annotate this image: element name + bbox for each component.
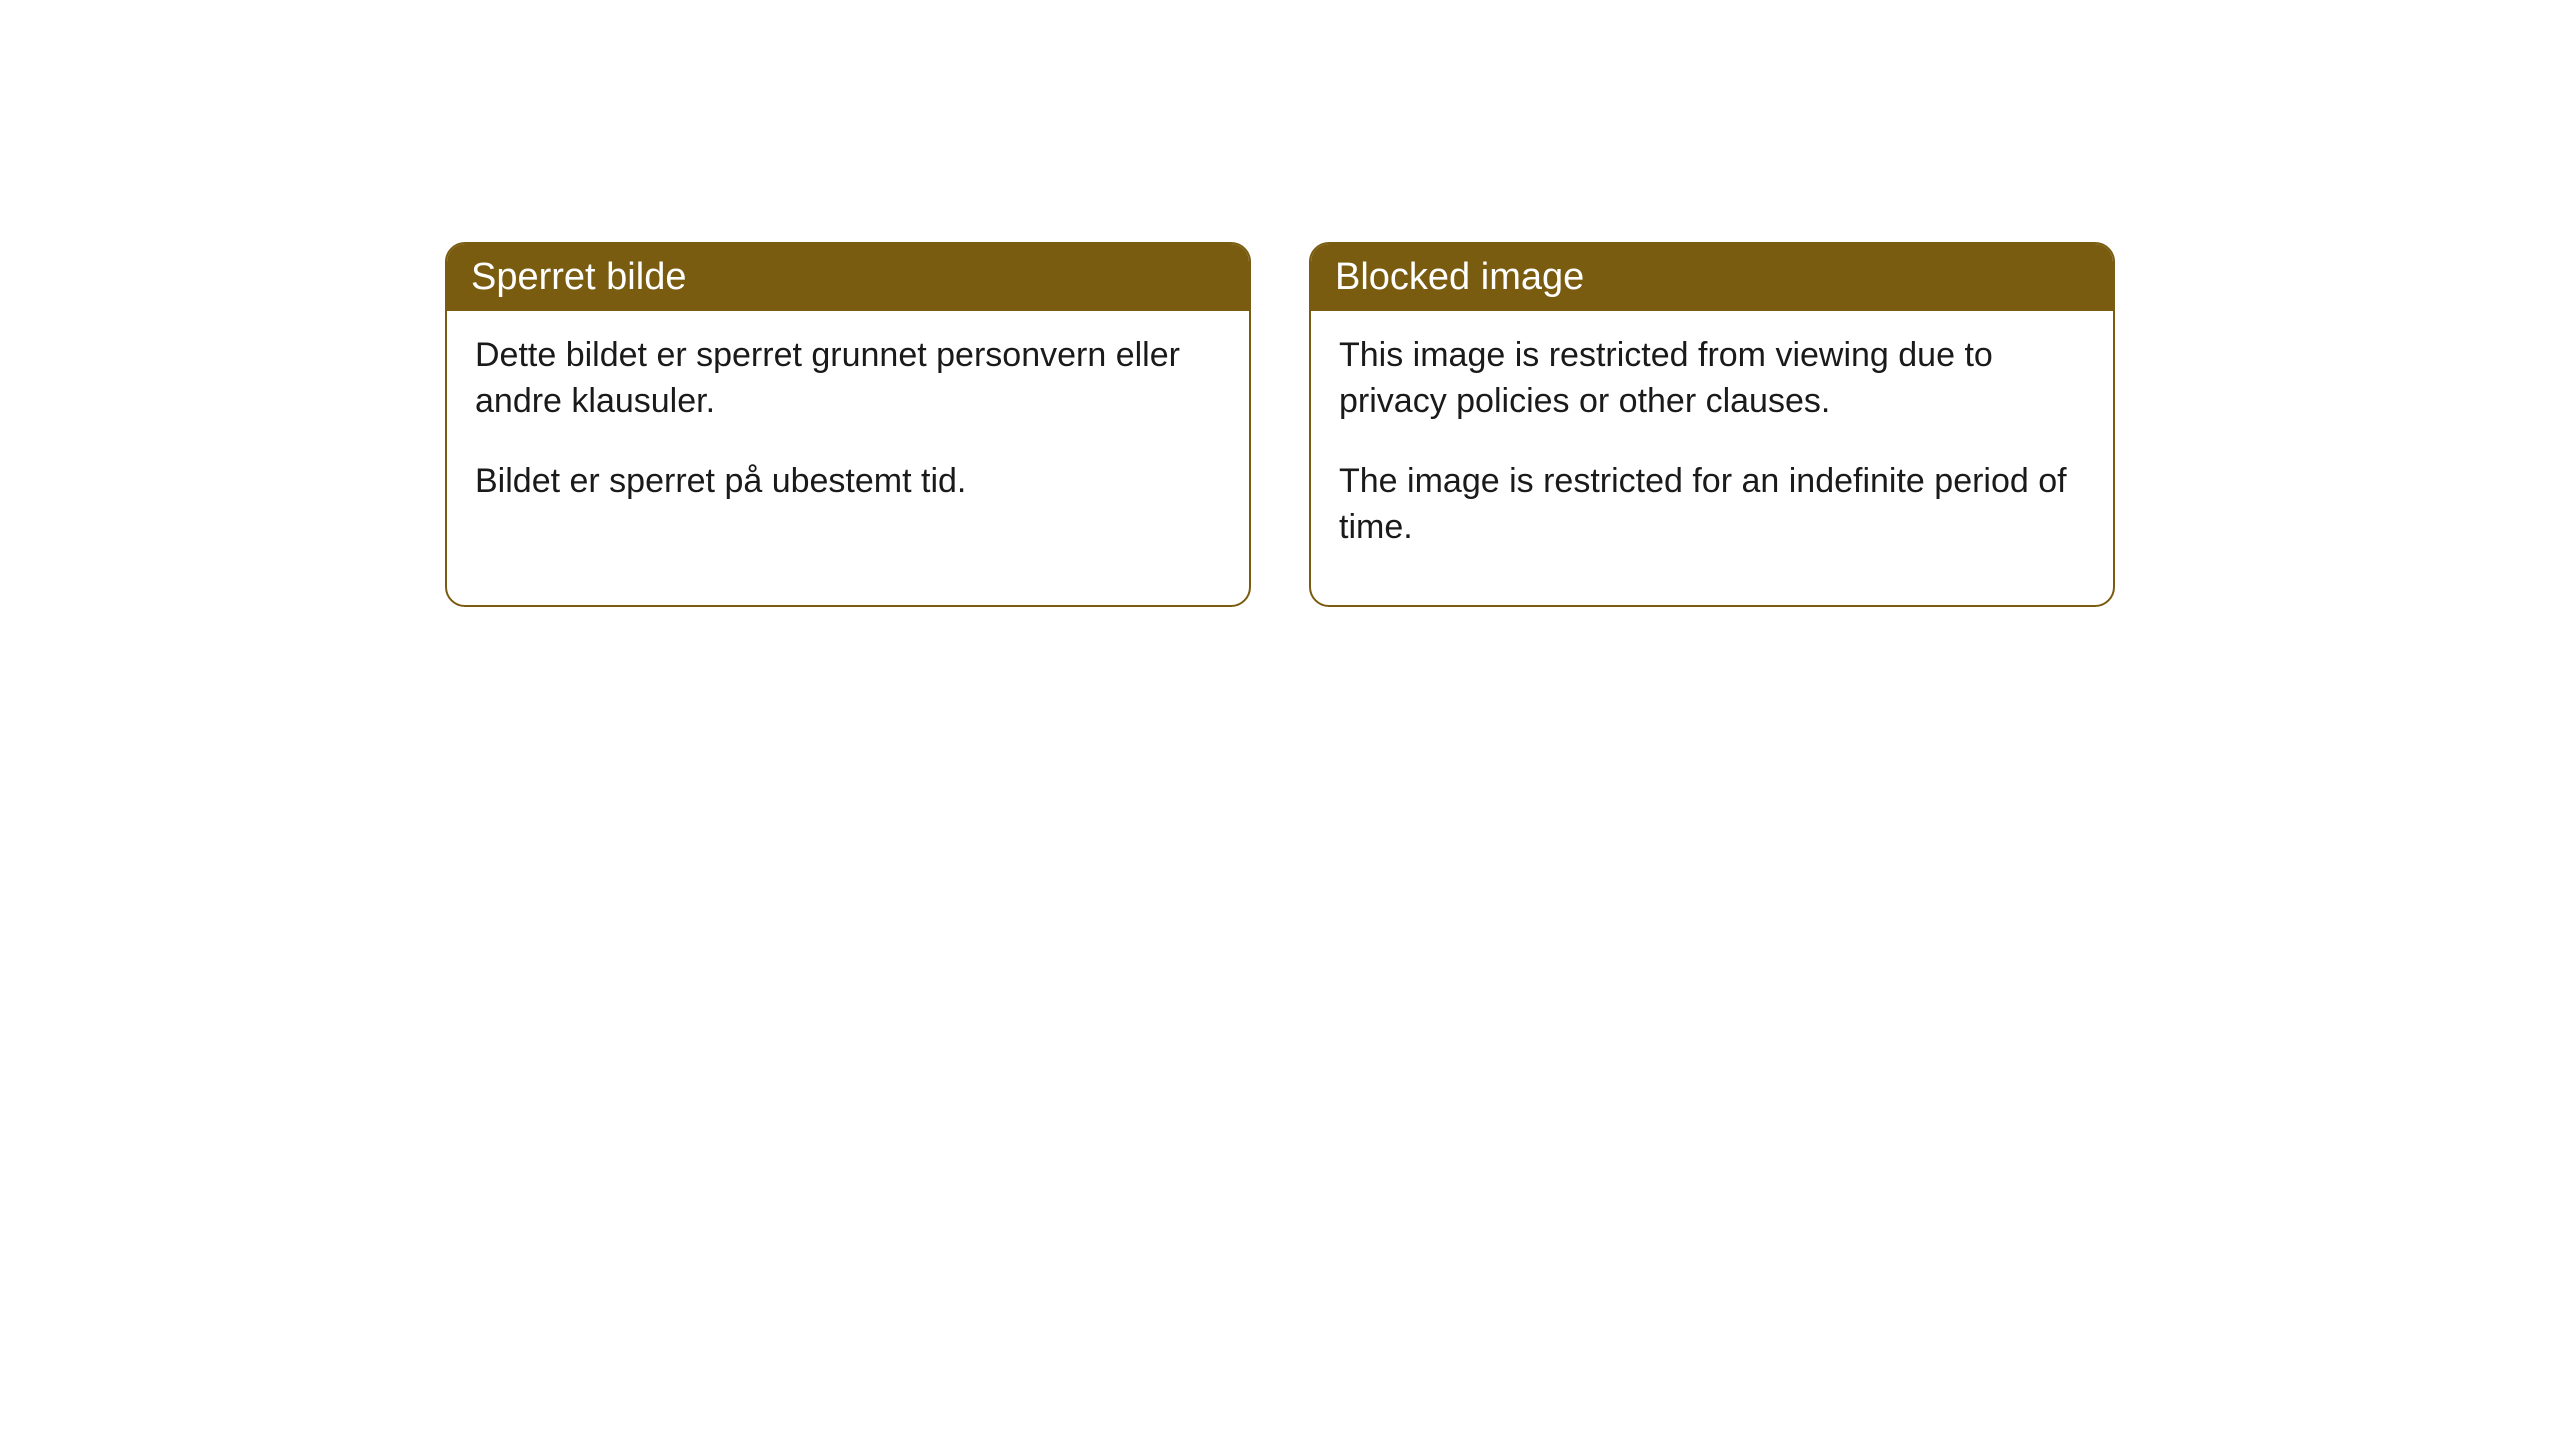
notice-paragraph-2: The image is restricted for an indefinit…	[1339, 459, 2085, 551]
notice-header: Sperret bilde	[447, 244, 1249, 311]
notice-paragraph-2: Bildet er sperret på ubestemt tid.	[475, 459, 1221, 505]
notice-card-english: Blocked image This image is restricted f…	[1309, 242, 2115, 607]
notice-paragraph-1: Dette bildet er sperret grunnet personve…	[475, 333, 1221, 425]
notice-header: Blocked image	[1311, 244, 2113, 311]
notice-paragraph-1: This image is restricted from viewing du…	[1339, 333, 2085, 425]
notice-card-norwegian: Sperret bilde Dette bildet er sperret gr…	[445, 242, 1251, 607]
notice-title: Sperret bilde	[471, 256, 686, 298]
notice-body: This image is restricted from viewing du…	[1311, 311, 2113, 605]
notice-container: Sperret bilde Dette bildet er sperret gr…	[445, 242, 2115, 607]
notice-body: Dette bildet er sperret grunnet personve…	[447, 311, 1249, 559]
notice-title: Blocked image	[1335, 256, 1584, 298]
